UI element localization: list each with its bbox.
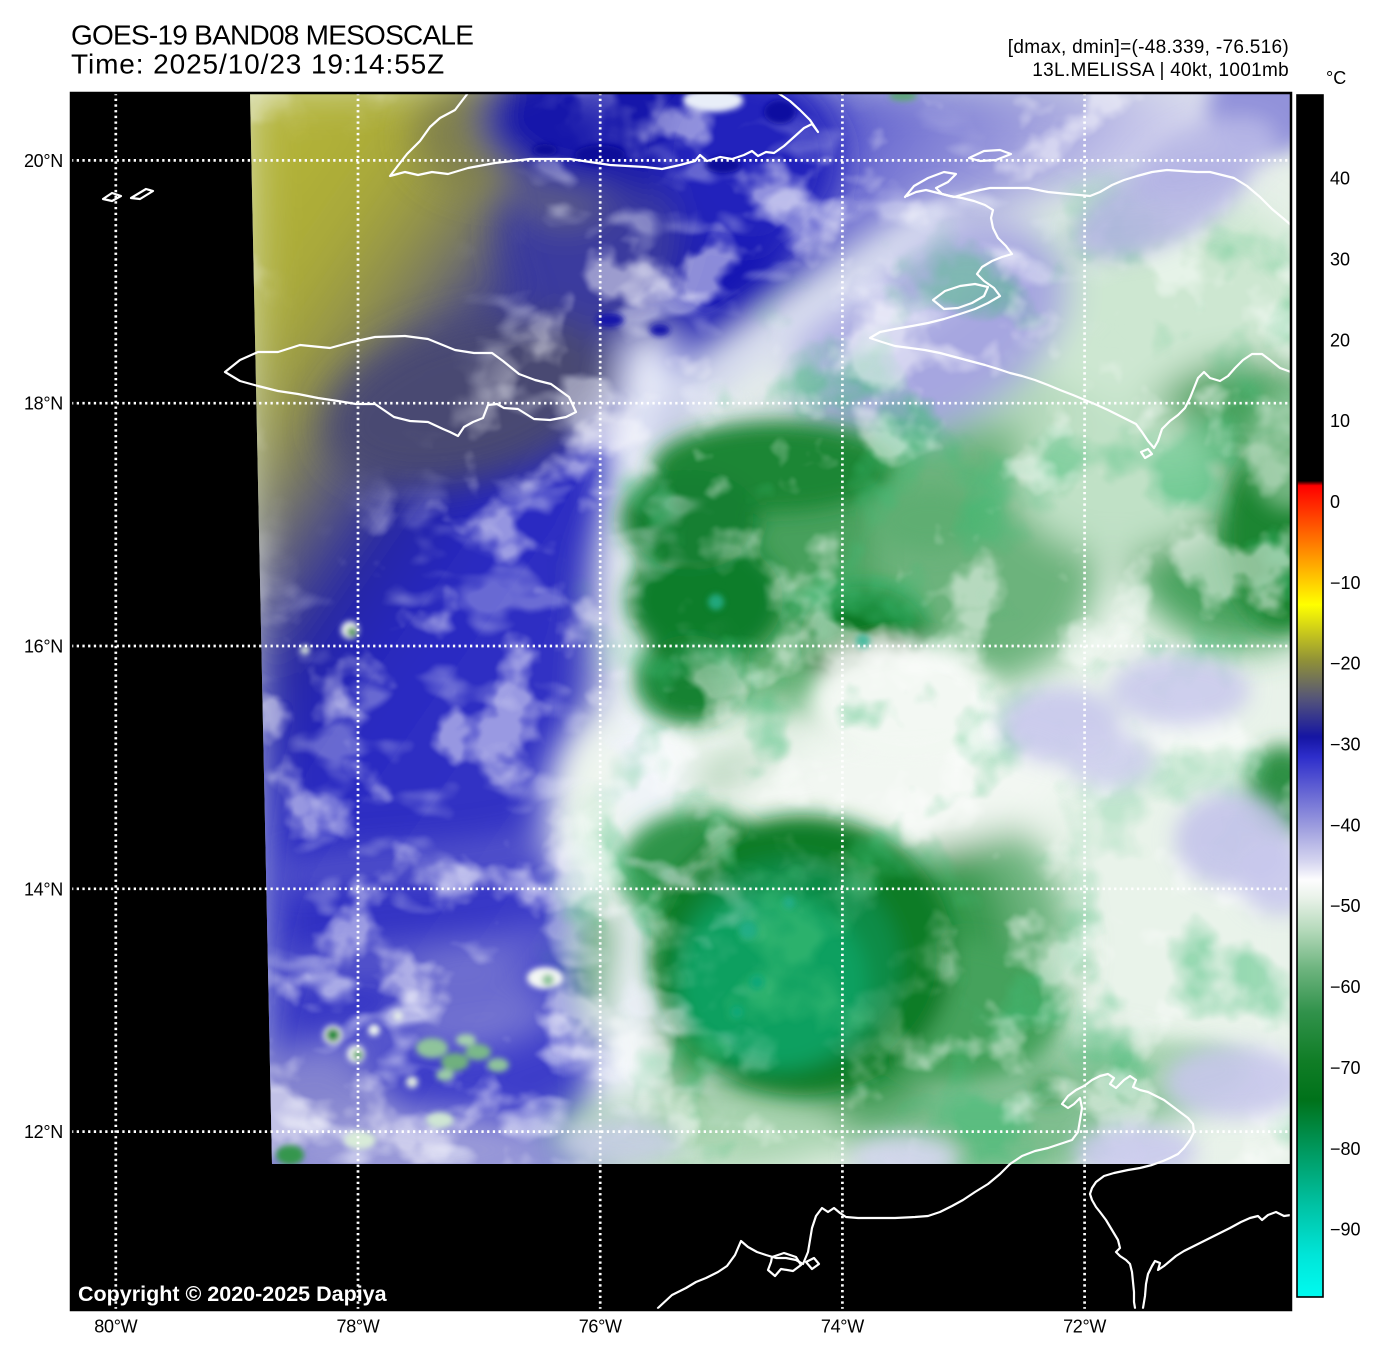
svg-text:12°N: 12°N — [24, 1122, 63, 1142]
svg-text:Copyright © 2020-2025 Dapiya: Copyright © 2020-2025 Dapiya — [78, 1282, 388, 1306]
svg-text:−20: −20 — [1330, 654, 1361, 674]
svg-text:10: 10 — [1330, 411, 1350, 431]
svg-text:78°W: 78°W — [336, 1317, 379, 1337]
svg-text:−40: −40 — [1330, 815, 1361, 835]
svg-text:GOES-19 BAND08 MESOSCALE: GOES-19 BAND08 MESOSCALE — [71, 20, 473, 51]
svg-text:18°N: 18°N — [24, 394, 63, 414]
svg-text:−10: −10 — [1330, 573, 1361, 593]
svg-text:74°W: 74°W — [821, 1317, 864, 1337]
svg-text:80°W: 80°W — [94, 1317, 137, 1337]
svg-text:−70: −70 — [1330, 1058, 1361, 1078]
svg-text:40: 40 — [1330, 169, 1350, 189]
svg-text:Time: 2025/10/23 19:14:55Z: Time: 2025/10/23 19:14:55Z — [71, 49, 445, 80]
svg-text:−50: −50 — [1330, 896, 1361, 916]
svg-text:−80: −80 — [1330, 1139, 1361, 1159]
svg-text:30: 30 — [1330, 250, 1350, 270]
svg-text:20: 20 — [1330, 330, 1350, 350]
svg-text:72°W: 72°W — [1063, 1317, 1106, 1337]
svg-text:13L.MELISSA | 40kt, 1001mb: 13L.MELISSA | 40kt, 1001mb — [1032, 60, 1289, 81]
svg-text:20°N: 20°N — [24, 151, 63, 171]
svg-text:[dmax, dmin]=(-48.339, -76.516: [dmax, dmin]=(-48.339, -76.516) — [1008, 37, 1289, 58]
svg-text:°C: °C — [1326, 68, 1346, 88]
svg-text:−90: −90 — [1330, 1220, 1361, 1240]
svg-text:0: 0 — [1330, 492, 1340, 512]
svg-text:−30: −30 — [1330, 735, 1361, 755]
svg-text:76°W: 76°W — [579, 1317, 622, 1337]
svg-text:16°N: 16°N — [24, 637, 63, 657]
svg-text:−60: −60 — [1330, 977, 1361, 997]
svg-text:14°N: 14°N — [24, 879, 63, 899]
